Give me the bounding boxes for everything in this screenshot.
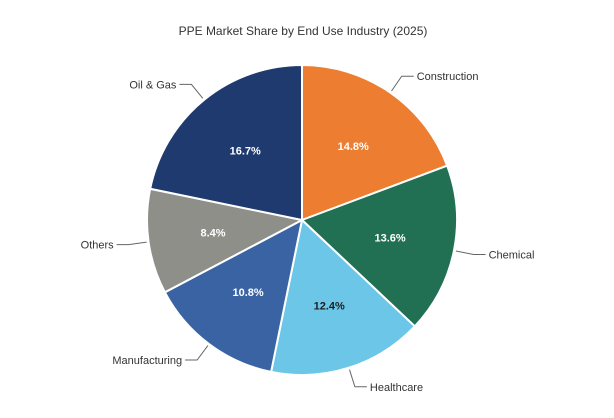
pie-slice-chemical[interactable] xyxy=(300,164,458,328)
pie-slice-healthcare[interactable] xyxy=(269,218,417,376)
value-label-oil-and-gas: 16.7% xyxy=(230,145,261,157)
category-label-manufacturing: Manufacturing xyxy=(112,355,182,367)
value-labels: 14.8% 13.6% 12.4% 10.8% 8.4% 16.7% xyxy=(200,141,405,313)
category-label-construction: Construction xyxy=(417,71,479,83)
value-label-construction: 14.8% xyxy=(338,141,369,153)
pie-slice-construction[interactable] xyxy=(301,63,449,222)
chart-title: PPE Market Share by End Use Industry (20… xyxy=(179,24,428,38)
value-label-healthcare: 12.4% xyxy=(314,301,345,313)
category-label-oil-and-gas: Oil & Gas xyxy=(129,79,177,91)
category-label-others: Others xyxy=(81,240,115,252)
pie-slice-oil-and-gas[interactable] xyxy=(148,63,303,222)
leader-line-construction xyxy=(391,75,414,92)
leader-lines xyxy=(116,75,486,388)
leader-line-others xyxy=(116,241,147,246)
category-label-healthcare: Healthcare xyxy=(370,382,423,394)
leader-line-chemical xyxy=(455,250,486,255)
category-label-chemical: Chemical xyxy=(489,250,535,262)
pie-slice-others[interactable] xyxy=(146,187,305,294)
leader-line-manufacturing xyxy=(185,345,209,361)
value-label-manufacturing: 10.8% xyxy=(232,287,263,299)
category-labels: Construction Chemical Healthcare Manufactur… xyxy=(81,71,535,394)
pie-slice-manufacturing[interactable] xyxy=(163,218,304,374)
value-label-chemical: 13.6% xyxy=(374,233,405,245)
leader-line-healthcare xyxy=(349,369,367,388)
pie-slices xyxy=(146,63,458,376)
leader-line-oil-and-gas xyxy=(179,83,204,99)
value-label-others: 8.4% xyxy=(200,228,225,240)
